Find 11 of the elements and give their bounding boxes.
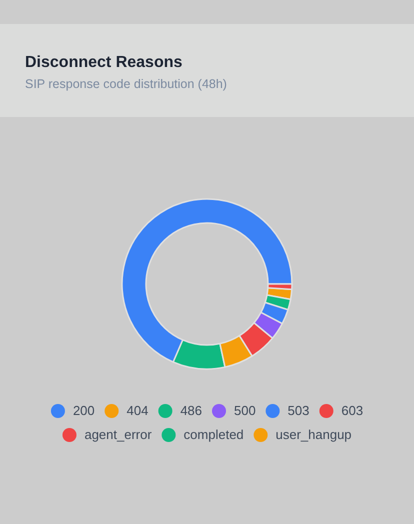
chart-subtitle: SIP response code distribution (48h) bbox=[25, 77, 227, 91]
legend-label: 404 bbox=[126, 403, 148, 418]
legend-label: 603 bbox=[341, 403, 364, 418]
legend-label: 500 bbox=[234, 403, 256, 418]
legend-label: 503 bbox=[288, 403, 310, 418]
legend-label: user_hangup bbox=[276, 427, 352, 442]
legend-label: 486 bbox=[180, 403, 202, 418]
legend-label: completed bbox=[184, 427, 244, 442]
chart-title: Disconnect Reasons bbox=[25, 54, 182, 71]
legend-label: agent_error bbox=[84, 427, 152, 442]
legend-label: 200 bbox=[72, 403, 95, 418]
